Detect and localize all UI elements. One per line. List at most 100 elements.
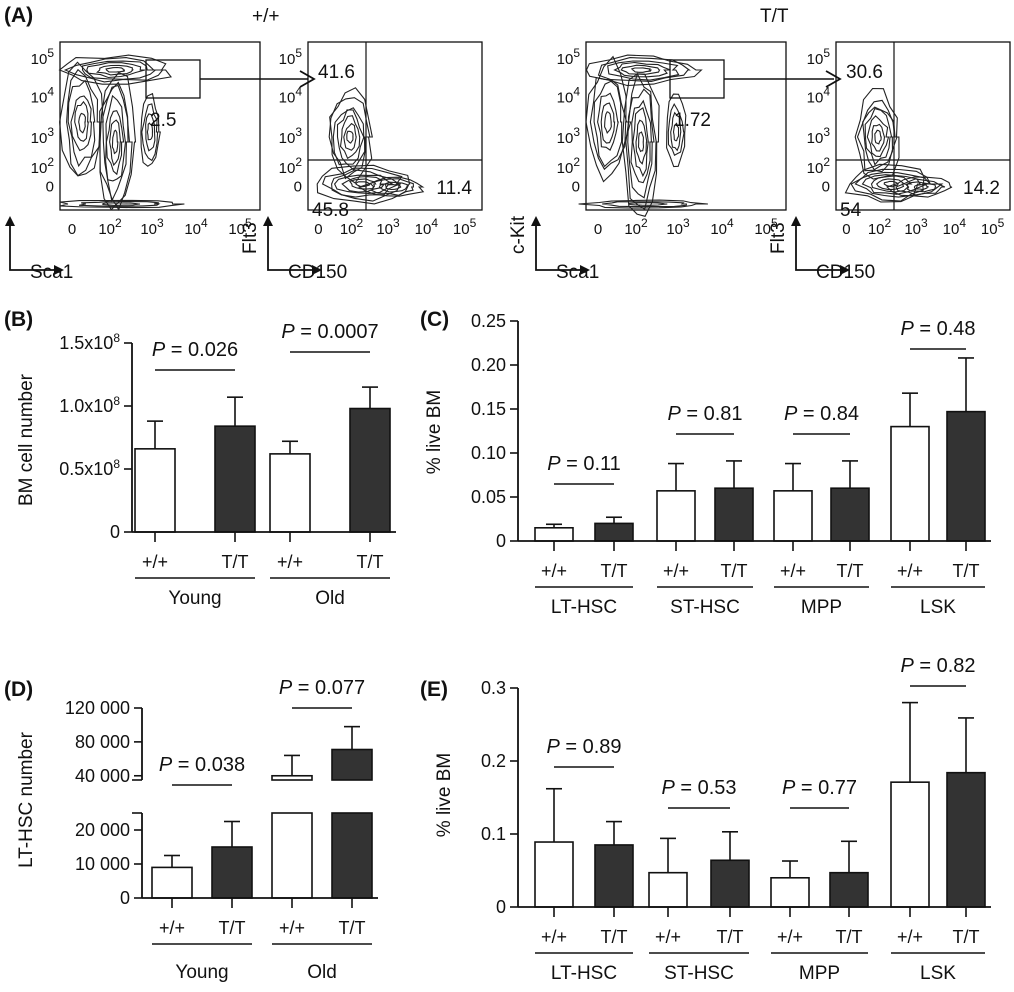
bar: [134, 448, 176, 533]
contour-line: [343, 122, 357, 151]
contour-line: [58, 54, 173, 85]
facs-mut-sca1-axis-arrow: [535, 220, 586, 271]
facs-wt-sca1-y-tick: 103: [31, 125, 55, 147]
facs-mut-flt3-x-label: CD150: [816, 262, 875, 283]
facs-mut-flt3-axis-arrow: [795, 220, 846, 271]
chart-b: 0 0.5x108 1.0x108 1.5x108 BM cell number +/+ T…: [16, 321, 396, 609]
x-tick-label: T/T: [953, 561, 980, 581]
contour-line: [67, 79, 96, 168]
x-tick-label: +/+: [279, 918, 305, 938]
group-label: ST-HSC: [664, 963, 734, 984]
y-axis-label: BM cell number: [16, 373, 37, 506]
bar: [271, 774, 313, 781]
y-tick-label: 40 000: [75, 766, 130, 786]
facs-genotype-wt: +/+: [252, 6, 279, 27]
facs-wt-sca1-x-tick: 103: [140, 216, 164, 238]
facs-mut-flt3-x-tick: 105: [981, 216, 1005, 238]
contour-line: [620, 64, 661, 75]
bar: [271, 812, 313, 899]
bar: [534, 841, 574, 908]
x-tick-label: T/T: [717, 927, 744, 947]
facs-mut-flt3-cd150-pct: 14.2: [963, 178, 1000, 199]
bar: [648, 871, 688, 908]
y-tick-label: 0.15: [471, 399, 506, 419]
facs-genotype-mut: T/T: [760, 6, 789, 27]
contour-line: [60, 199, 185, 209]
facs-wt-sca1-axis-arrow: [9, 220, 60, 271]
contour-line: [670, 111, 682, 152]
x-tick-label: +/+: [159, 918, 185, 938]
y-tick-label: 0.10: [471, 443, 506, 463]
x-tick-label: T/T: [721, 561, 748, 581]
group-label: LT-HSC: [551, 597, 617, 618]
contour-line: [602, 201, 687, 208]
facs-mut-flt3-y-tick: 0: [822, 178, 830, 195]
x-tick-label: +/+: [780, 561, 806, 581]
contour-line: [585, 54, 703, 87]
bar: [151, 866, 193, 899]
y-tick-label: 0.1: [481, 824, 506, 844]
contour-line: [111, 129, 119, 155]
arrow-up-icon: [791, 216, 801, 226]
facs-mut-sca1-x-tick: 0: [594, 221, 602, 238]
contour-line: [101, 202, 141, 207]
bar: [656, 490, 696, 542]
y-tick-label: 10 000: [75, 854, 130, 874]
contour-line: [593, 80, 623, 168]
bar: [890, 425, 930, 542]
contour-line: [850, 168, 932, 202]
contour-line: [864, 107, 893, 166]
p-value-label: P = 0.89: [546, 736, 621, 758]
group-label: LT-HSC: [551, 963, 617, 984]
contour-line: [357, 176, 425, 197]
contour-line: [874, 129, 882, 145]
contour-line: [913, 183, 929, 191]
contour-line: [146, 122, 154, 141]
facs-wt-flt3-y-tick: 102: [279, 155, 303, 177]
contour-line: [856, 99, 898, 173]
x-tick-label: T/T: [222, 552, 249, 572]
contour-line: [604, 111, 612, 134]
facs-wt-flt3-axis-arrow: [267, 220, 318, 271]
bar: [830, 487, 870, 542]
contour-line: [871, 123, 886, 152]
facs-mut-sca1-y-label: c-Kit: [508, 215, 529, 254]
contour-line: [78, 112, 86, 134]
contour-line: [666, 93, 687, 168]
facs-wt-flt3-frame: [307, 41, 483, 211]
facs-wt-sca1-y-tick: 102: [31, 155, 55, 177]
facs-mut-flt3-flt3-pct: 30.6: [846, 62, 883, 83]
contour-line: [628, 202, 668, 206]
facs-wt-flt3-x-tick: 102: [340, 216, 364, 238]
p-value-label: P = 0.038: [159, 754, 245, 776]
facs-wt-sca1-x-label: Sca1: [30, 262, 73, 283]
contour-line: [316, 164, 411, 205]
contour-line: [140, 92, 161, 167]
x-tick-label: T/T: [837, 561, 864, 581]
facs-wt-flt3-cd150-pct: 11.4: [436, 178, 472, 199]
contour-line: [589, 77, 628, 171]
contour-line: [597, 92, 619, 151]
contour-line: [385, 184, 402, 191]
facs-wt-sca1-gate-pct: 2.5: [150, 110, 176, 131]
contour-line: [635, 119, 648, 165]
facs-mut-sca1-y-tick: 105: [557, 46, 581, 68]
panel-label-e: (E): [420, 678, 448, 701]
facs-mut-sca1-y-tick: 102: [557, 155, 581, 177]
facs-wt-flt3-x-tick: 0: [314, 221, 322, 238]
contour-line: [672, 122, 680, 142]
facs-wt-sca1-x-tick: 104: [184, 216, 208, 238]
contour-line: [613, 61, 671, 78]
bar: [890, 781, 930, 908]
panel-label-c: (C): [420, 308, 449, 331]
x-tick-label: +/+: [897, 927, 923, 947]
contour-line: [102, 84, 131, 203]
contour-line: [378, 181, 409, 193]
x-tick-label: +/+: [655, 927, 681, 947]
chart-c: 0 0.05 0.10 0.15 0.20 0.25 % live BM +/+ T/T +/+ T…: [424, 311, 991, 618]
facs-wt-sca1-lsk-gate: [145, 59, 201, 99]
bar: [331, 812, 373, 899]
facs-wt-sca1-y-tick: 0: [46, 178, 54, 195]
